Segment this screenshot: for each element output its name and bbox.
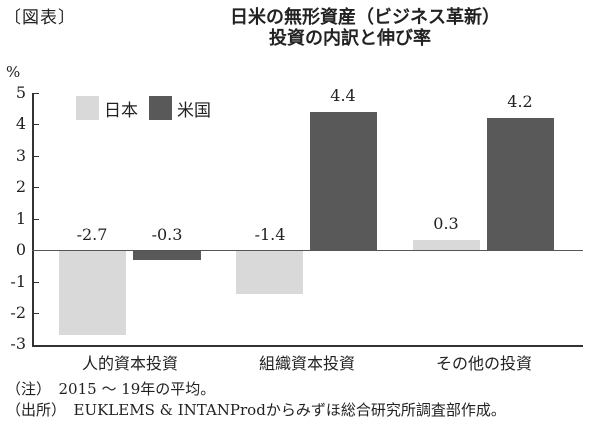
y-tick-label: 1 xyxy=(15,209,26,228)
bar-us-other xyxy=(487,118,554,250)
y-tick-mark xyxy=(32,187,39,189)
category-label-human-capital: 人的資本投資 xyxy=(81,354,178,373)
y-tick-label: 0 xyxy=(15,240,26,259)
legend-swatch-us xyxy=(149,96,172,120)
y-tick-mark xyxy=(32,282,39,284)
category-label-organizational-capital: 組織資本投資 xyxy=(258,354,355,373)
category-label-other: その他の投資 xyxy=(435,354,532,373)
value-label-us-organizational-capital: 4.4 xyxy=(330,86,356,105)
bar-japan-other xyxy=(413,240,480,250)
y-tick-mark xyxy=(32,313,39,315)
y-tick-label: -1 xyxy=(10,272,26,291)
x-axis-line xyxy=(32,345,583,347)
value-label-japan-organizational-capital: -1.4 xyxy=(254,225,286,244)
legend-label-japan: 日本 xyxy=(104,101,138,121)
y-tick-label: -3 xyxy=(10,334,26,353)
bar-us-organizational-capital xyxy=(310,112,377,250)
figure-tag: 〔図表〕 xyxy=(4,8,76,28)
y-axis-unit: % xyxy=(6,63,21,81)
chart-title-line1: 日米の無形資産（ビジネス革新） xyxy=(230,7,500,28)
legend-label-us: 米国 xyxy=(177,101,211,121)
y-tick-mark xyxy=(32,124,39,126)
y-tick-mark xyxy=(32,93,39,95)
chart-title-line2: 投資の内訳と伸び率 xyxy=(269,28,431,49)
footnote-note: （注） 2015 ～ 19年の平均。 xyxy=(6,380,216,398)
legend-swatch-japan xyxy=(76,96,99,120)
y-tick-label: -2 xyxy=(10,303,26,322)
value-label-japan-other: 0.3 xyxy=(433,214,459,233)
y-tick-label: 4 xyxy=(15,114,26,133)
footnote-source: （出所） EUKLEMS & INTANProdからみずほ総合研究所調査部作成。 xyxy=(6,401,506,419)
bar-us-human-capital xyxy=(133,250,201,260)
zero-line xyxy=(32,250,583,252)
bar-japan-organizational-capital xyxy=(236,250,303,294)
y-tick-label: 2 xyxy=(15,177,26,196)
bar-japan-human-capital xyxy=(59,250,126,335)
y-tick-label: 3 xyxy=(15,146,26,165)
y-tick-mark xyxy=(32,219,39,221)
value-label-us-human-capital: -0.3 xyxy=(151,225,183,244)
y-tick-label: 5 xyxy=(15,83,26,102)
y-tick-mark xyxy=(32,156,39,158)
value-label-us-other: 4.2 xyxy=(507,92,533,111)
value-label-japan-human-capital: -2.7 xyxy=(76,225,108,244)
